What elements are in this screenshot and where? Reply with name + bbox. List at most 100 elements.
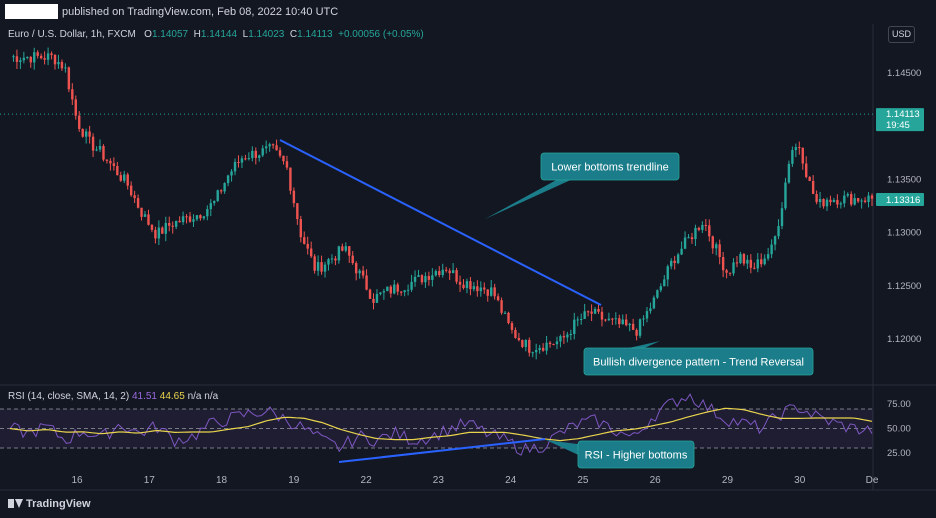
- candle-body: [708, 225, 711, 237]
- candle-body: [517, 337, 521, 341]
- time-tick-label: 17: [144, 475, 156, 486]
- candle-body: [559, 336, 562, 342]
- trendline-callout-text: Lower bottoms trendline: [551, 162, 668, 174]
- candle-body: [78, 115, 81, 129]
- candle-body: [867, 195, 870, 202]
- candle-body: [237, 161, 240, 163]
- low-value: 1.14023: [248, 29, 285, 40]
- price-tick-label: 1.13500: [887, 174, 921, 185]
- trendline-callout-box: [540, 152, 680, 181]
- candle-body: [427, 276, 431, 280]
- candle-body: [403, 290, 406, 293]
- candle-body: [150, 224, 154, 230]
- candle-body: [247, 158, 251, 160]
- candle-body: [694, 227, 697, 240]
- candle-body: [514, 329, 517, 338]
- candle-body: [780, 208, 784, 227]
- time-tick-label: 19: [288, 475, 300, 486]
- candle-body: [493, 287, 496, 297]
- candle-body: [569, 333, 573, 335]
- candle-body: [507, 312, 510, 324]
- candle-body: [261, 148, 264, 156]
- candle-body: [33, 52, 36, 63]
- candle-body: [683, 237, 687, 249]
- rsi-ma-value: 44.65: [159, 391, 185, 402]
- candle-body: [628, 323, 631, 326]
- candle-body: [538, 347, 541, 351]
- symbol-name: Euro / U.S. Dollar, 1h, FXCM: [8, 29, 136, 40]
- candle-body: [846, 194, 849, 196]
- candle-body: [486, 289, 489, 296]
- candle-body: [496, 296, 500, 301]
- time-tick-label: 23: [433, 475, 445, 486]
- candle-body: [126, 174, 129, 186]
- candle-body: [853, 198, 856, 205]
- candle-body: [535, 350, 538, 353]
- candle-body: [74, 99, 77, 116]
- candle-body: [448, 270, 451, 274]
- rsi-value: 41.51: [131, 391, 157, 402]
- candle-body: [631, 323, 635, 330]
- rsi-bottoms-callout-pointer: [546, 440, 585, 458]
- candle-body: [528, 339, 531, 353]
- candle-body: [458, 281, 462, 285]
- candle-body: [226, 175, 230, 184]
- candle-body: [815, 193, 818, 203]
- candle-body: [147, 214, 150, 225]
- candle-body: [552, 344, 555, 346]
- candle-body: [576, 319, 579, 321]
- candle-body: [770, 244, 773, 255]
- candle-body: [91, 136, 95, 151]
- author-redaction: [5, 4, 58, 19]
- tradingview-logo[interactable]: TradingView: [8, 498, 91, 510]
- candle-body: [192, 219, 195, 222]
- candle-body: [808, 176, 811, 181]
- candle-body: [46, 53, 50, 60]
- candle-body: [372, 298, 375, 303]
- price-tick-label: 1.13000: [887, 228, 921, 239]
- candle-body: [12, 56, 15, 58]
- candle-body: [611, 318, 614, 320]
- candle-body: [600, 311, 604, 320]
- currency-button[interactable]: USD: [888, 26, 915, 43]
- rsi-bottoms-callout-box: [577, 440, 695, 469]
- candle-body: [133, 195, 136, 199]
- candle-body: [687, 237, 690, 239]
- candle-body: [805, 163, 808, 177]
- open-value: 1.14057: [151, 29, 189, 40]
- candle-body: [219, 190, 223, 192]
- candle-body: [410, 281, 413, 290]
- candle-body: [164, 222, 167, 234]
- candle-body: [161, 227, 164, 234]
- candle-body: [230, 171, 233, 176]
- candle-body: [483, 287, 486, 290]
- candle-body: [604, 319, 607, 321]
- candle-body: [195, 215, 199, 220]
- candle-body: [586, 311, 590, 313]
- candle-body: [721, 257, 725, 271]
- rsi-trendline: [338, 438, 546, 463]
- candle-body: [469, 281, 472, 290]
- last-price-value: 1.14113: [886, 109, 920, 120]
- candle-body: [84, 131, 88, 137]
- candle-body: [839, 203, 843, 205]
- candle-body: [673, 260, 676, 264]
- candle-body: [337, 246, 341, 261]
- candle-body: [434, 271, 438, 276]
- close-value: 1.14113: [297, 29, 333, 40]
- candle-body: [843, 195, 846, 204]
- candle-body: [431, 275, 434, 280]
- candle-body: [365, 275, 368, 290]
- candle-body: [635, 329, 638, 336]
- candle-body: [704, 224, 708, 226]
- candle-body: [81, 128, 84, 137]
- candle-body: [71, 89, 74, 100]
- candle-body: [424, 276, 427, 283]
- candle-body: [444, 269, 448, 271]
- candle-body: [794, 147, 798, 151]
- candle-body: [309, 248, 313, 257]
- divergence-callout-text: Bullish divergence pattern - Trend Rever…: [593, 357, 804, 369]
- change-value: +0.00056 (+0.05%): [338, 29, 424, 40]
- candle-body: [614, 318, 618, 320]
